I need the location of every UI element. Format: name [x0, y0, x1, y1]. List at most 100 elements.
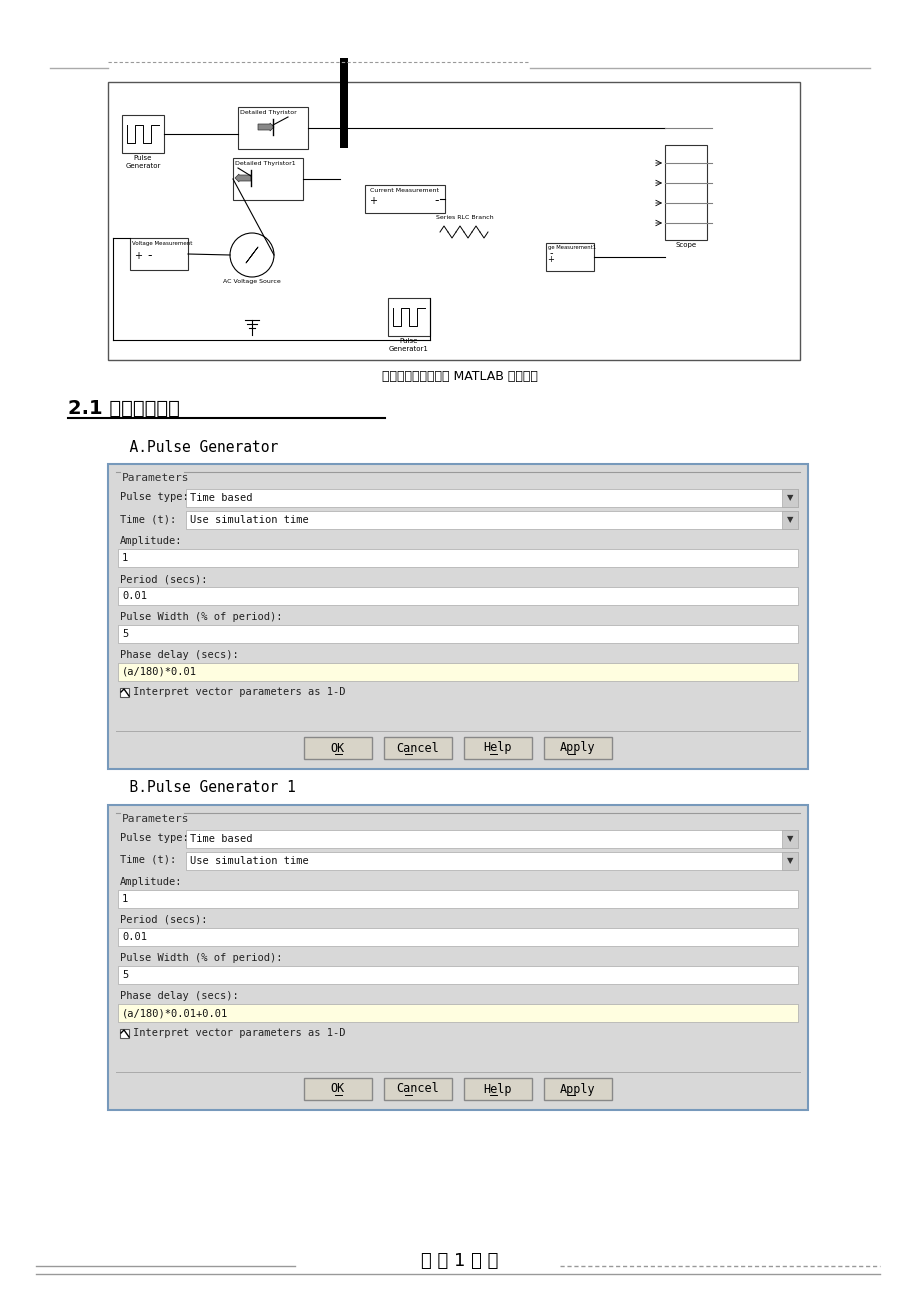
Bar: [781, 510, 797, 529]
Text: OK: OK: [331, 742, 345, 754]
Bar: [118, 625, 797, 643]
Bar: [664, 145, 706, 240]
FancyArrow shape: [234, 174, 251, 182]
Bar: [186, 829, 797, 848]
Bar: [340, 59, 347, 148]
Text: ▼: ▼: [786, 493, 792, 503]
Text: +: +: [547, 254, 554, 263]
Bar: [118, 928, 797, 947]
Text: Generator1: Generator1: [389, 346, 428, 352]
Bar: [543, 737, 611, 759]
Bar: [238, 107, 308, 148]
Bar: [545, 243, 594, 271]
Bar: [186, 510, 797, 529]
Text: OK: OK: [331, 1082, 345, 1095]
Text: Pulse Width (% of period):: Pulse Width (% of period):: [119, 612, 282, 622]
Text: 0.01: 0.01: [122, 932, 147, 943]
Bar: [108, 82, 800, 359]
Text: Detailed Thyristor1: Detailed Thyristor1: [234, 161, 295, 165]
Text: Amplitude:: Amplitude:: [119, 536, 182, 546]
Bar: [365, 185, 445, 214]
Bar: [118, 663, 797, 681]
Text: Apply: Apply: [560, 1082, 596, 1095]
Text: +: +: [369, 197, 377, 206]
Text: Period (secs):: Period (secs):: [119, 915, 208, 924]
Text: Cancel: Cancel: [396, 742, 439, 754]
Text: 1: 1: [122, 553, 128, 562]
Bar: [383, 1078, 451, 1100]
Text: ▼: ▼: [786, 857, 792, 866]
Bar: [130, 238, 187, 270]
Text: Time based: Time based: [190, 493, 252, 503]
Text: Amplitude:: Amplitude:: [119, 878, 182, 887]
Bar: [122, 115, 164, 154]
Bar: [233, 158, 302, 201]
Text: 0.01: 0.01: [122, 591, 147, 602]
Text: Apply: Apply: [560, 742, 596, 754]
Text: Detailed Thyristor: Detailed Thyristor: [240, 109, 297, 115]
Text: (a/180)*0.01: (a/180)*0.01: [122, 667, 197, 677]
Text: Interpret vector parameters as 1-D: Interpret vector parameters as 1-D: [133, 687, 346, 697]
Bar: [118, 1004, 797, 1022]
Text: Phase delay (secs):: Phase delay (secs):: [119, 991, 239, 1001]
Text: Phase delay (secs):: Phase delay (secs):: [119, 650, 239, 660]
Bar: [303, 737, 371, 759]
Text: +: +: [134, 251, 142, 260]
Text: Generator: Generator: [125, 163, 161, 169]
Text: Pulse Width (% of period):: Pulse Width (% of period):: [119, 953, 282, 963]
Text: Pulse type:: Pulse type:: [119, 492, 188, 503]
Bar: [463, 737, 531, 759]
Text: Time (t):: Time (t):: [119, 514, 176, 523]
Text: Pulse type:: Pulse type:: [119, 833, 188, 842]
Bar: [108, 805, 807, 1111]
Bar: [108, 464, 807, 769]
Text: Time based: Time based: [190, 835, 252, 844]
Bar: [119, 1029, 129, 1038]
Text: -: -: [549, 247, 552, 258]
Text: AC Voltage Source: AC Voltage Source: [223, 279, 280, 284]
Text: -: -: [435, 194, 438, 207]
Bar: [781, 490, 797, 506]
Text: Use simulation time: Use simulation time: [190, 855, 309, 866]
Text: -: -: [148, 250, 152, 263]
Bar: [388, 298, 429, 336]
Text: Use simulation time: Use simulation time: [190, 516, 309, 525]
Text: ge Measurement1: ge Measurement1: [548, 245, 596, 250]
Bar: [118, 587, 797, 605]
Text: 单相交流调压电路的 MATLAB 俯真模型: 单相交流调压电路的 MATLAB 俯真模型: [381, 370, 538, 383]
Bar: [383, 737, 451, 759]
Text: Series RLC Branch: Series RLC Branch: [436, 215, 494, 220]
Text: Help: Help: [483, 742, 512, 754]
Text: 5: 5: [122, 970, 128, 980]
Text: Current Measurement: Current Measurement: [370, 187, 439, 193]
Text: Interpret vector parameters as 1-D: Interpret vector parameters as 1-D: [133, 1029, 346, 1038]
Text: Parameters: Parameters: [122, 814, 189, 824]
Text: Period (secs):: Period (secs):: [119, 574, 208, 585]
Text: ▼: ▼: [786, 835, 792, 844]
Bar: [781, 852, 797, 870]
Bar: [118, 966, 797, 984]
Text: B.Pulse Generator 1: B.Pulse Generator 1: [112, 780, 295, 796]
Text: Parameters: Parameters: [122, 473, 189, 483]
Bar: [186, 852, 797, 870]
Text: Pulse: Pulse: [133, 155, 152, 161]
Text: ▼: ▼: [786, 516, 792, 525]
Text: Pulse: Pulse: [400, 339, 418, 344]
Bar: [118, 549, 797, 566]
Bar: [118, 891, 797, 907]
Bar: [463, 1078, 531, 1100]
FancyArrow shape: [257, 122, 274, 132]
Text: Help: Help: [483, 1082, 512, 1095]
Text: 5: 5: [122, 629, 128, 639]
Text: 2.1 模型参数设置: 2.1 模型参数设置: [68, 398, 180, 418]
Text: Time (t):: Time (t):: [119, 855, 176, 865]
Bar: [186, 490, 797, 506]
Bar: [543, 1078, 611, 1100]
Bar: [119, 687, 129, 697]
Text: 第 － 1 － 页: 第 － 1 － 页: [421, 1253, 498, 1269]
Text: 1: 1: [122, 894, 128, 904]
Text: Scope: Scope: [675, 242, 696, 247]
Text: (a/180)*0.01+0.01: (a/180)*0.01+0.01: [122, 1008, 228, 1018]
Text: A.Pulse Generator: A.Pulse Generator: [112, 440, 278, 454]
Text: Voltage Measurement: Voltage Measurement: [131, 241, 192, 246]
